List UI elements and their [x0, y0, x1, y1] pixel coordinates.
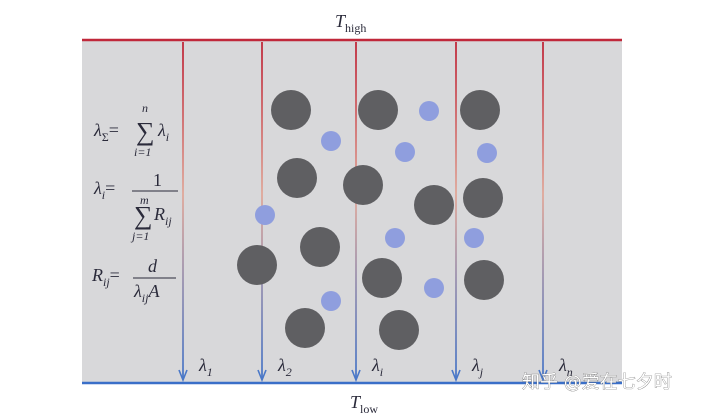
symbol: λ: [133, 281, 142, 301]
watermark: 知乎 @爱在七夕时: [522, 372, 672, 393]
subscript: i: [102, 188, 105, 202]
subscript: 1: [207, 365, 213, 379]
formula-lhs: λi=: [93, 178, 115, 202]
equals: =: [109, 120, 119, 140]
arrow-head: [178, 369, 188, 383]
subscript: ij: [165, 214, 172, 228]
particles: [237, 90, 504, 350]
particle: [277, 158, 317, 198]
sum-sign: ∑: [136, 117, 155, 146]
small-particle: [255, 205, 275, 225]
small-particle: [385, 228, 405, 248]
subscript: i: [166, 130, 169, 144]
small-particle: [419, 101, 439, 121]
equals: =: [105, 178, 115, 198]
box: [82, 40, 622, 383]
particle: [463, 178, 503, 218]
symbol: λ: [558, 355, 567, 375]
small-particle: [464, 228, 484, 248]
channel-label: λj: [471, 355, 484, 379]
particle: [414, 185, 454, 225]
small-particle: [321, 131, 341, 151]
numerator: d: [148, 256, 158, 276]
particle: [362, 258, 402, 298]
small-particle: [395, 142, 415, 162]
subscript: j: [478, 365, 484, 379]
particle: [271, 90, 311, 130]
small-particle: [321, 291, 341, 311]
subscript: i: [380, 365, 383, 379]
symbol: λ: [157, 120, 166, 140]
bottom-label: Tlow: [350, 392, 378, 416]
symbol: λ: [471, 355, 480, 375]
particle: [237, 245, 277, 285]
subscript: n: [567, 365, 573, 379]
symbol: λ: [371, 355, 380, 375]
term: Rij: [153, 204, 172, 228]
symbol: R: [153, 204, 165, 224]
upper-limit: n: [142, 101, 148, 115]
channel-label: λn: [558, 355, 573, 379]
formula-lhs: Rij=: [91, 265, 120, 289]
subscript: high: [345, 21, 366, 35]
subscript: ij: [142, 291, 149, 305]
lower-limit: j=1: [130, 229, 149, 243]
arrow-head: [257, 369, 267, 383]
arrow-head: [538, 369, 548, 383]
channel-label: λi: [371, 355, 383, 379]
small-particles: [255, 101, 497, 311]
arrow-head: [351, 369, 361, 383]
particle: [464, 260, 504, 300]
arrows: [178, 42, 548, 383]
equals: =: [110, 265, 120, 285]
term: λi: [157, 120, 169, 144]
particle: [285, 308, 325, 348]
sum-sign: ∑: [134, 201, 153, 230]
symbol: λ: [93, 120, 102, 140]
channel-label: λ2: [277, 355, 292, 379]
symbol: λ: [93, 178, 102, 198]
particle: [460, 90, 500, 130]
particle: [343, 165, 383, 205]
numerator: 1: [153, 170, 162, 190]
formula-lhs: λΣ=: [93, 120, 119, 144]
symbol: λ: [277, 355, 286, 375]
channel-label: λ1: [198, 355, 213, 379]
symbol: T: [335, 11, 347, 31]
arrow-head: [451, 369, 461, 383]
top-label: Thigh: [335, 11, 366, 35]
upper-limit: m: [140, 193, 149, 207]
symbol: T: [350, 392, 362, 412]
subscript: Σ: [102, 130, 109, 144]
tail: A: [147, 281, 160, 301]
subscript: low: [360, 402, 378, 416]
lower-limit: i=1: [134, 145, 151, 159]
denominator: λijA: [133, 281, 160, 305]
symbol: λ: [198, 355, 207, 375]
small-particle: [477, 143, 497, 163]
particle: [358, 90, 398, 130]
particle: [300, 227, 340, 267]
symbol: R: [91, 265, 103, 285]
small-particle: [424, 278, 444, 298]
subscript: 2: [286, 365, 292, 379]
particle: [379, 310, 419, 350]
subscript: ij: [103, 275, 110, 289]
